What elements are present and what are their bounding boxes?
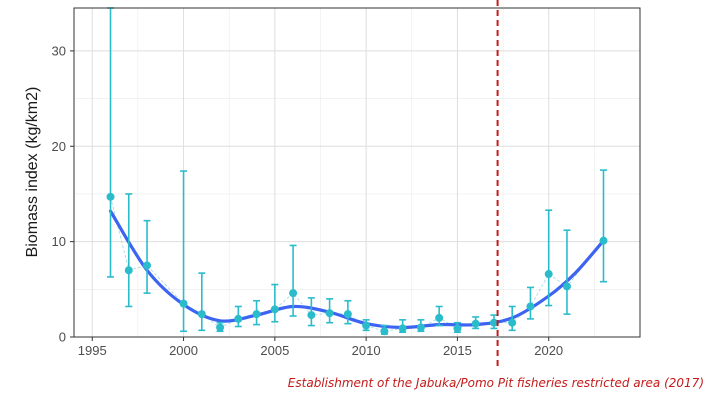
y-tick-label: 0 xyxy=(59,330,66,345)
x-tick-label: 2015 xyxy=(443,343,472,358)
data-point xyxy=(562,282,571,291)
x-tick-label: 2005 xyxy=(260,343,289,358)
x-tick-label: 1995 xyxy=(78,343,107,358)
data-point xyxy=(362,321,371,330)
y-tick-label: 10 xyxy=(52,234,66,249)
data-point xyxy=(124,266,133,275)
data-point xyxy=(380,327,389,336)
data-point xyxy=(106,192,115,201)
data-point xyxy=(289,289,298,298)
data-point xyxy=(216,323,225,332)
annotation-text: Establishment of the Jabuka/Pomo Pit fis… xyxy=(287,376,704,390)
data-point xyxy=(544,270,553,279)
data-point-layer xyxy=(106,192,608,336)
data-point xyxy=(599,236,608,245)
data-point xyxy=(307,311,316,320)
data-point xyxy=(197,310,206,319)
plot-panel xyxy=(74,8,640,337)
y-tick-label: 20 xyxy=(52,139,66,154)
y-axis-title: Biomass index (kg/km2) xyxy=(24,87,41,258)
plot-border xyxy=(73,7,641,338)
x-tick-label: 2010 xyxy=(352,343,381,358)
data-point xyxy=(252,310,261,319)
x-tick-label: 2020 xyxy=(534,343,563,358)
data-point xyxy=(489,318,498,327)
data-point xyxy=(143,261,152,270)
x-tick-label: 2000 xyxy=(169,343,198,358)
data-point xyxy=(508,318,517,327)
grid xyxy=(74,8,640,338)
data-point xyxy=(416,323,425,332)
data-point xyxy=(270,305,279,314)
data-point xyxy=(179,299,188,308)
y-tick-label: 30 xyxy=(52,43,66,58)
data-point xyxy=(343,310,352,319)
data-point xyxy=(526,302,535,311)
axes: 1995 2000 2005 2010 2015 2020 0 10 20 30 xyxy=(52,43,564,358)
data-point xyxy=(471,319,480,328)
data-point xyxy=(435,313,444,322)
data-point xyxy=(325,309,334,318)
data-point xyxy=(234,314,243,323)
data-point xyxy=(398,324,407,333)
data-point xyxy=(453,324,462,333)
